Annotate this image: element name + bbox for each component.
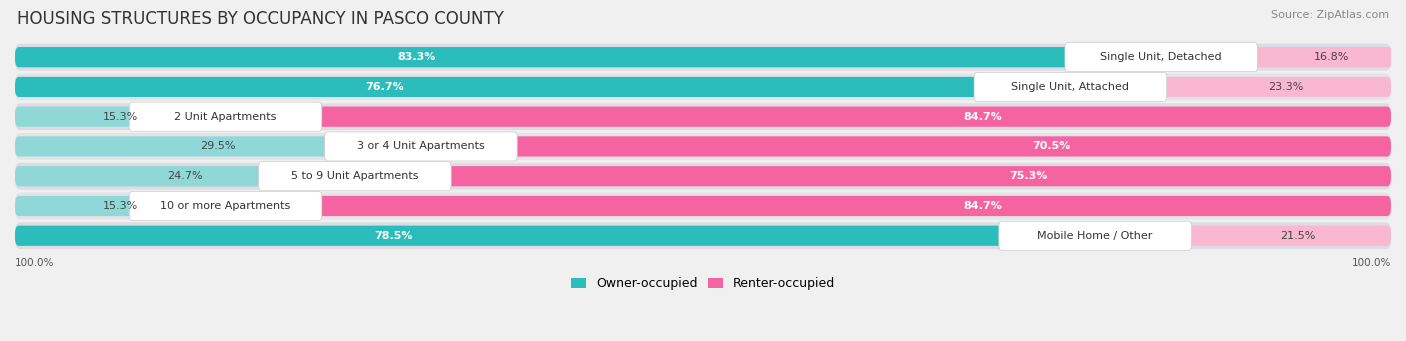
FancyBboxPatch shape bbox=[420, 136, 1391, 157]
Text: 10 or more Apartments: 10 or more Apartments bbox=[160, 201, 291, 211]
FancyBboxPatch shape bbox=[15, 133, 1391, 160]
FancyBboxPatch shape bbox=[15, 196, 225, 216]
FancyBboxPatch shape bbox=[325, 132, 517, 161]
FancyBboxPatch shape bbox=[225, 196, 1391, 216]
FancyBboxPatch shape bbox=[15, 222, 1391, 249]
Text: 15.3%: 15.3% bbox=[103, 201, 138, 211]
FancyBboxPatch shape bbox=[15, 136, 420, 157]
Text: 15.3%: 15.3% bbox=[103, 112, 138, 122]
FancyBboxPatch shape bbox=[1161, 47, 1392, 67]
FancyBboxPatch shape bbox=[15, 47, 1161, 67]
FancyBboxPatch shape bbox=[15, 193, 1391, 219]
Text: 24.7%: 24.7% bbox=[167, 171, 202, 181]
FancyBboxPatch shape bbox=[998, 221, 1191, 250]
Text: 100.0%: 100.0% bbox=[15, 258, 55, 268]
Text: 70.5%: 70.5% bbox=[1032, 142, 1070, 151]
Text: 83.3%: 83.3% bbox=[396, 52, 436, 62]
Text: 3 or 4 Unit Apartments: 3 or 4 Unit Apartments bbox=[357, 142, 485, 151]
FancyBboxPatch shape bbox=[129, 191, 322, 221]
Text: 5 to 9 Unit Apartments: 5 to 9 Unit Apartments bbox=[291, 171, 419, 181]
Text: Single Unit, Detached: Single Unit, Detached bbox=[1101, 52, 1222, 62]
Text: 84.7%: 84.7% bbox=[963, 201, 1002, 211]
FancyBboxPatch shape bbox=[15, 163, 1391, 190]
FancyBboxPatch shape bbox=[129, 102, 322, 131]
FancyBboxPatch shape bbox=[15, 74, 1391, 100]
Text: 84.7%: 84.7% bbox=[963, 112, 1002, 122]
Legend: Owner-occupied, Renter-occupied: Owner-occupied, Renter-occupied bbox=[571, 277, 835, 290]
Text: 16.8%: 16.8% bbox=[1315, 52, 1350, 62]
FancyBboxPatch shape bbox=[15, 166, 354, 186]
Text: 21.5%: 21.5% bbox=[1281, 231, 1316, 241]
FancyBboxPatch shape bbox=[15, 77, 1070, 97]
Text: Single Unit, Attached: Single Unit, Attached bbox=[1011, 82, 1129, 92]
Text: 29.5%: 29.5% bbox=[200, 142, 236, 151]
FancyBboxPatch shape bbox=[15, 226, 1095, 246]
FancyBboxPatch shape bbox=[15, 103, 1391, 130]
FancyBboxPatch shape bbox=[1070, 77, 1391, 97]
FancyBboxPatch shape bbox=[15, 107, 225, 127]
Text: 78.5%: 78.5% bbox=[374, 231, 412, 241]
Text: 76.7%: 76.7% bbox=[366, 82, 404, 92]
FancyBboxPatch shape bbox=[1064, 43, 1257, 72]
FancyBboxPatch shape bbox=[15, 44, 1391, 71]
FancyBboxPatch shape bbox=[259, 162, 451, 191]
Text: HOUSING STRUCTURES BY OCCUPANCY IN PASCO COUNTY: HOUSING STRUCTURES BY OCCUPANCY IN PASCO… bbox=[17, 10, 503, 28]
FancyBboxPatch shape bbox=[1095, 226, 1391, 246]
FancyBboxPatch shape bbox=[354, 166, 1391, 186]
FancyBboxPatch shape bbox=[225, 107, 1391, 127]
Text: Mobile Home / Other: Mobile Home / Other bbox=[1038, 231, 1153, 241]
Text: 75.3%: 75.3% bbox=[1010, 171, 1047, 181]
Text: Source: ZipAtlas.com: Source: ZipAtlas.com bbox=[1271, 10, 1389, 20]
Text: 100.0%: 100.0% bbox=[1351, 258, 1391, 268]
FancyBboxPatch shape bbox=[974, 72, 1167, 101]
Text: 2 Unit Apartments: 2 Unit Apartments bbox=[174, 112, 277, 122]
Text: 23.3%: 23.3% bbox=[1268, 82, 1303, 92]
